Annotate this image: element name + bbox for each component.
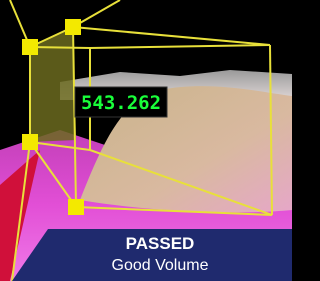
volume-view: 543.262 PASSED Good Volume bbox=[0, 0, 292, 281]
measurement-value: 543.262 bbox=[81, 92, 161, 114]
status-result: PASSED bbox=[126, 234, 195, 253]
status-description: Good Volume bbox=[112, 257, 209, 274]
handle bbox=[22, 39, 38, 55]
handle bbox=[22, 134, 38, 150]
handle bbox=[65, 19, 81, 35]
page: {"measurement": {"value": "543.262"}, "s… bbox=[0, 0, 292, 281]
handle bbox=[68, 199, 84, 215]
